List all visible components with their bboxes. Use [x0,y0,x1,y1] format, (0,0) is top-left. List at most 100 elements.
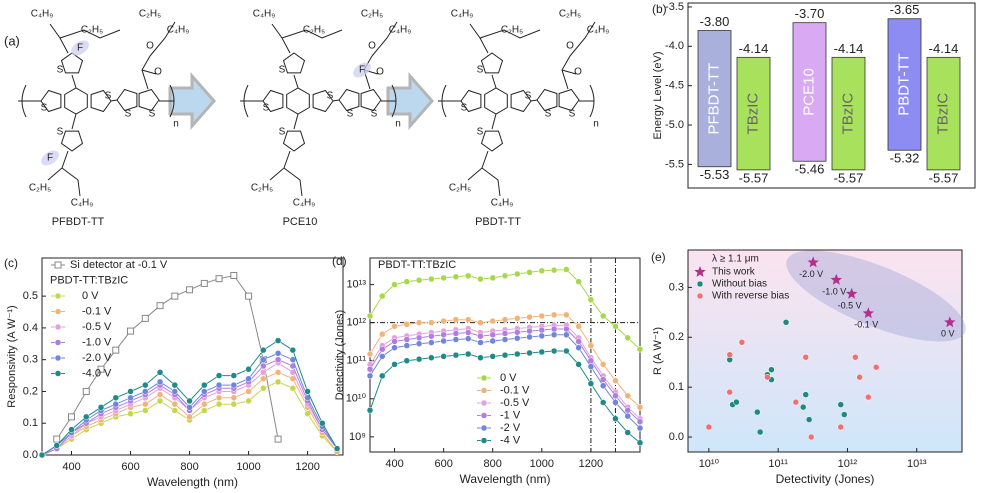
energy-bar [697,30,732,168]
ring [262,89,284,113]
marker [599,382,607,390]
marker [379,346,386,353]
marker [807,433,815,441]
marker [464,272,472,280]
marker [575,278,582,285]
marker [636,346,644,353]
marker [489,317,496,325]
plot-frame [41,257,344,456]
ring [484,87,508,115]
lumo-label: -4.14 [929,41,959,56]
marker [612,377,619,384]
marker [514,315,521,322]
marker [141,314,149,322]
panel-label: (e) [651,250,666,264]
side-chain-label: C₂H₅ [303,25,325,36]
marker [696,292,704,300]
y-axis-label: Energy Level (eV) [652,51,664,139]
molecule: C₄H₉ C₂H₅ C₂H₅ C₄H₉ C₂H₅ C₄H₉ S S S S S S O On F PCE10 [240,9,411,228]
marker [802,391,809,398]
marker [215,275,223,283]
atom-label: n [173,119,179,130]
marker [480,412,488,419]
marker [415,340,423,347]
marker [587,380,595,387]
marker [587,363,595,370]
atom-label: O [376,67,384,78]
marker [289,385,297,392]
ester [141,21,176,90]
marker [156,378,164,386]
marker [636,418,644,425]
homo-label: -5.46 [795,162,825,177]
highlight [71,40,89,56]
legend-label: With reverse bias [712,291,789,302]
marker [696,280,704,288]
marker [477,339,484,346]
point-label: -0.1 V [854,320,878,330]
marker [391,338,398,345]
marker [391,323,398,330]
marker [215,394,223,402]
marker [624,334,631,342]
marker [489,353,496,360]
legend-title: PBDT-TT:TBzIC [50,274,128,286]
atom-label: S [347,109,354,120]
lumo-label: -3.70 [795,6,825,21]
marker [201,407,208,414]
marker [489,337,496,345]
y-axis-label: R (A W⁻¹) [652,327,664,375]
ring [40,89,62,113]
marker [599,399,607,406]
marker [260,362,267,370]
y-tick-label: 0.0 [23,449,38,461]
legend-label: Si detector at -0.1 V [70,259,168,271]
point-label: -1.0 V [822,286,846,296]
marker [230,271,238,279]
x-tick-label: 10¹⁰ [699,458,720,470]
marker [260,369,267,376]
marker [768,366,775,373]
ring [480,130,504,152]
marker [563,266,570,273]
marker [379,330,386,338]
marker [127,388,134,395]
marker [391,344,398,351]
marker [501,330,509,337]
marker [260,346,267,354]
atom-label: S [57,127,64,138]
marker [440,353,447,360]
marker [464,316,472,323]
marker [156,391,164,398]
marker [171,292,179,300]
marker [245,292,253,300]
atom-label: O [154,67,162,78]
marker [514,329,521,336]
homo-label: -5.57 [834,170,864,185]
bar-label: PBDT-TT [895,53,912,116]
marker [563,311,570,319]
x-tick-label: 800 [484,458,502,470]
marker [440,337,447,345]
marker [501,336,509,343]
marker [274,435,282,443]
marker [260,375,267,382]
marker [624,412,631,420]
marker [514,334,521,342]
molecule-name: PCE10 [283,216,318,228]
bond [71,74,118,130]
point-label: -2.0 V [799,269,823,279]
molecule: C₄H₉ C₂H₅ C₂H₅ C₄H₉ C₂H₅ C₄H₉ S S S S S S O On PBDT-TT [438,9,609,228]
arrows [168,72,434,130]
atom-label: S [371,109,378,120]
marker [612,399,619,406]
marker [726,388,733,396]
marker [38,451,46,459]
x-tick-label: 400 [62,461,80,473]
marker [68,426,75,433]
marker [428,332,435,340]
marker [415,334,423,342]
atom-label: n [395,119,401,130]
marker [694,266,706,277]
annotation: PBDT-TT:TBzIC [378,259,456,271]
